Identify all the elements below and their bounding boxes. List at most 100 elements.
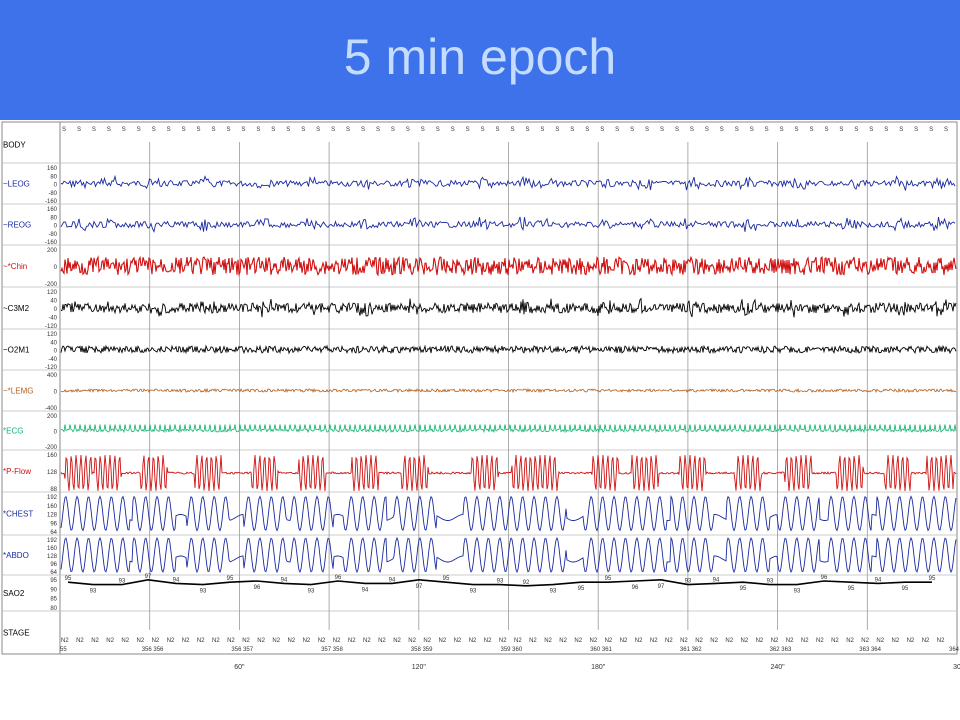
body-position-marker: S xyxy=(256,127,260,133)
channel-tick: 64 xyxy=(50,530,57,536)
channel-tick: 90 xyxy=(50,587,57,593)
body-position-marker: S xyxy=(585,127,589,133)
epoch-number: 363 364 xyxy=(859,647,881,653)
body-position-marker: S xyxy=(511,127,515,133)
channel-trace xyxy=(60,174,956,191)
stage-label: N2 xyxy=(288,638,296,644)
channel-tick: 95 xyxy=(50,578,57,584)
channel-tick: 120 xyxy=(47,290,58,296)
body-position-marker: S xyxy=(496,127,500,133)
channel-label: *CHEST xyxy=(3,510,33,519)
epoch-number: 356 357 xyxy=(231,647,253,653)
channel-tick: 40 xyxy=(50,299,57,305)
body-position-marker: S xyxy=(810,127,814,133)
sao2-value: 95 xyxy=(443,576,450,582)
channel-trace xyxy=(60,297,957,318)
channel-tick: 0 xyxy=(54,430,58,436)
channel-label: ~C3M2 xyxy=(3,304,30,313)
channel-trace xyxy=(60,536,957,574)
channel-tick: 128 xyxy=(47,470,58,476)
body-position-marker: S xyxy=(660,127,664,133)
channel-label: STAGE xyxy=(3,629,30,638)
channel-tick: 80 xyxy=(50,606,57,612)
channel-tick: 128 xyxy=(47,513,58,519)
body-position-marker: S xyxy=(929,127,933,133)
stage-label: N2 xyxy=(786,638,794,644)
body-position-marker: S xyxy=(92,127,96,133)
stage-label: N2 xyxy=(121,638,129,644)
epoch-number: 361 362 xyxy=(680,647,702,653)
stage-label: N2 xyxy=(439,638,447,644)
stage-label: N2 xyxy=(816,638,824,644)
stage-label: N2 xyxy=(892,638,900,644)
stage-label: N2 xyxy=(137,638,145,644)
sao2-value: 94 xyxy=(875,577,882,583)
body-position-marker: S xyxy=(615,127,619,133)
stage-label: N2 xyxy=(182,638,190,644)
polysomnogram-chart: S S S S S S S S S S S S S S S S S S S S S S S S S S S S S S S S S S S S S S S S… xyxy=(1,121,960,671)
body-position-marker: S xyxy=(765,127,769,133)
sao2-value: 95 xyxy=(227,576,234,582)
stage-label: N2 xyxy=(529,638,537,644)
body-position-marker: S xyxy=(944,127,948,133)
channel-trace xyxy=(60,255,957,277)
stage-label: N2 xyxy=(514,638,522,644)
stage-label: N2 xyxy=(242,638,250,644)
stage-label: N2 xyxy=(272,638,280,644)
sao2-value: 96 xyxy=(821,575,828,581)
body-position-marker: S xyxy=(481,127,485,133)
body-position-marker: S xyxy=(167,127,171,133)
sao2-value: 93 xyxy=(550,589,557,595)
stage-label: N2 xyxy=(665,638,673,644)
stage-label: N2 xyxy=(574,638,582,644)
channel-tick: 160 xyxy=(47,453,58,459)
sao2-value: 96 xyxy=(335,575,342,581)
stage-label: N2 xyxy=(635,638,643,644)
stage-label: N2 xyxy=(559,638,567,644)
stage-label: N2 xyxy=(725,638,733,644)
sao2-value: 97 xyxy=(145,574,152,580)
channel-tick: 0 xyxy=(54,183,58,189)
stage-label: N2 xyxy=(710,638,718,644)
stage-label: N2 xyxy=(106,638,114,644)
sao2-value: 95 xyxy=(578,586,585,592)
body-position-marker: S xyxy=(197,127,201,133)
stage-label: N2 xyxy=(922,638,930,644)
stage-label: N2 xyxy=(499,638,507,644)
channel-trace xyxy=(60,424,957,434)
sao2-value: 93 xyxy=(497,579,504,585)
sao2-value: 95 xyxy=(929,576,936,582)
channel-tick: -120 xyxy=(45,365,58,371)
body-position-marker: S xyxy=(914,127,918,133)
slide-header: 5 min epoch xyxy=(0,0,960,120)
body-position-marker: S xyxy=(750,127,754,133)
channel-label: *ECG xyxy=(3,427,23,436)
body-position-marker: S xyxy=(301,127,305,133)
x-tick-label: 240" xyxy=(771,664,786,671)
sao2-value: 93 xyxy=(794,589,801,595)
body-position-marker: S xyxy=(540,127,544,133)
stage-label: N2 xyxy=(152,638,160,644)
channel-tick: 0 xyxy=(54,390,58,396)
channel-tick: 400 xyxy=(47,373,58,379)
stage-label: N2 xyxy=(303,638,311,644)
body-position-marker: S xyxy=(361,127,365,133)
channel-tick: 0 xyxy=(54,224,58,230)
channel-tick: 64 xyxy=(50,570,57,576)
stage-label: N2 xyxy=(348,638,356,644)
x-tick-label: 180" xyxy=(591,664,606,671)
body-position-marker: S xyxy=(690,127,694,133)
sao2-value: 94 xyxy=(389,577,396,583)
x-tick-label: 60" xyxy=(234,664,245,671)
sao2-value: 93 xyxy=(308,589,315,595)
body-position-marker: S xyxy=(107,127,111,133)
stage-label: N2 xyxy=(212,638,220,644)
sao2-value: 97 xyxy=(416,584,423,590)
stage-label: N2 xyxy=(408,638,416,644)
body-position-marker: S xyxy=(376,127,380,133)
sao2-value: 97 xyxy=(658,584,665,590)
stage-label: N2 xyxy=(197,638,205,644)
sao2-value: 94 xyxy=(173,577,180,583)
epoch-number: 362 363 xyxy=(770,647,792,653)
epoch-number: 364 365 xyxy=(949,647,960,653)
